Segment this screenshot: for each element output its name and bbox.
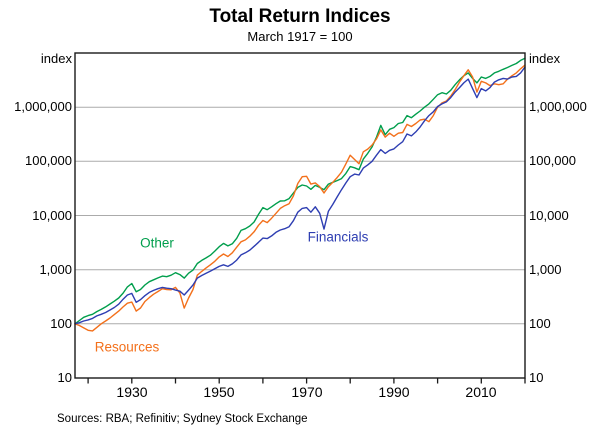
y-axis-label-left: 10 <box>57 370 72 385</box>
series-line-resources <box>74 64 526 332</box>
y-axis-label-right: 10,000 <box>529 208 569 223</box>
x-axis-label: 2010 <box>465 384 497 400</box>
y-axis-label-left: 10,000 <box>32 208 72 223</box>
y-axis-label-right: 1,000 <box>529 262 562 277</box>
y-axis-label-left: 1,000 <box>39 262 72 277</box>
x-axis-label: 1970 <box>291 384 323 400</box>
series-label-other: Other <box>140 235 174 251</box>
chart-subtitle: March 1917 = 100 <box>247 29 353 44</box>
x-axis-label: 1950 <box>203 384 235 400</box>
y-axis-label-right: 100,000 <box>529 153 576 168</box>
y-axis-unit-label-left: index <box>40 51 72 66</box>
y-axis-label-left: 100 <box>50 316 72 331</box>
series-label-financials: Financials <box>307 229 369 245</box>
x-axis-label: 1990 <box>378 384 410 400</box>
y-axis-label-right: 10 <box>529 370 544 385</box>
source-line: Sources: RBA; Refinitiv; Sydney Stock Ex… <box>57 413 308 425</box>
y-axis-label-left: 1,000,000 <box>14 99 72 114</box>
chart-title: Total Return Indices <box>209 6 391 27</box>
y-axis-label-right: 100 <box>529 316 551 331</box>
x-axis-label: 1930 <box>116 384 148 400</box>
y-axis-unit-label-right: index <box>529 51 561 66</box>
series-label-resources: Resources <box>94 339 160 355</box>
series-line-other <box>74 57 526 325</box>
y-axis-label-left: 100,000 <box>25 153 72 168</box>
series-line-financials <box>74 66 526 325</box>
y-axis-label-right: 1,000,000 <box>529 99 587 114</box>
plot-frame <box>74 52 526 379</box>
